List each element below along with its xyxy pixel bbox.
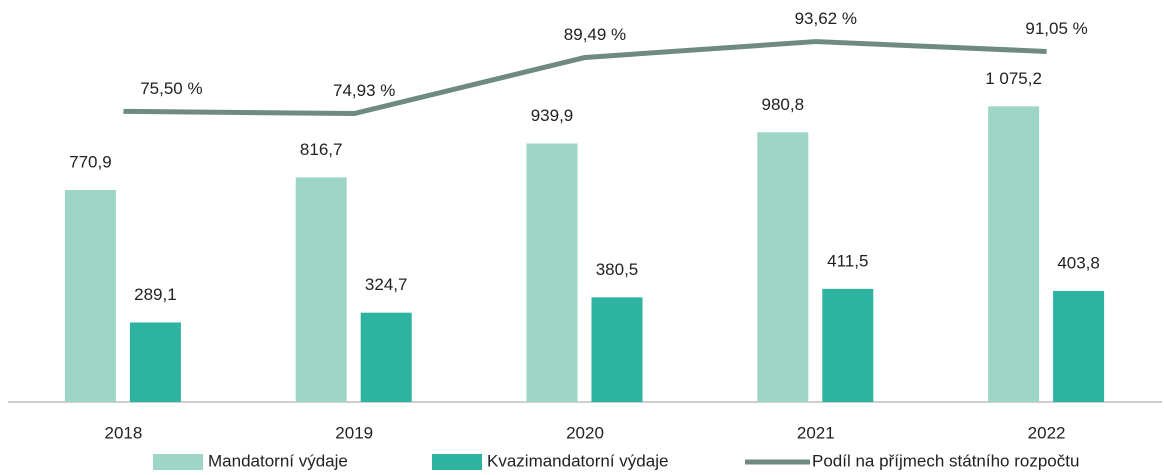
bar [757,132,809,402]
bar [822,288,874,402]
legend-label: Mandatorní výdaje [208,451,348,470]
legend-label: Kvazimandatorní výdaje [487,451,668,470]
bar [64,190,116,402]
bar [295,177,347,402]
data-label: 380,5 [596,260,639,279]
bar [129,322,181,402]
x-tick-label: 2018 [104,423,142,442]
data-label: 93,62 % [795,9,857,28]
legend-label: Podíl na příjmech státního rozpočtu [812,451,1079,470]
data-label: 89,49 % [564,25,626,44]
data-label: 289,1 [134,285,177,304]
x-tick-label: 2022 [1028,423,1066,442]
x-tick-label: 2019 [335,423,373,442]
data-label: 816,7 [300,140,343,159]
bar [526,143,578,402]
data-label: 324,7 [365,275,408,294]
data-label: 980,8 [762,95,805,114]
data-label: 74,93 % [333,81,395,100]
bar [1053,290,1105,402]
bar [988,106,1040,402]
data-label: 1 075,2 [985,69,1042,88]
bar [591,297,643,402]
data-label: 939,9 [531,106,574,125]
x-tick-label: 2021 [797,423,835,442]
data-label: 770,9 [69,152,112,171]
data-label: 403,8 [1057,253,1100,272]
data-label: 91,05 % [1025,19,1087,38]
x-tick-label: 2020 [566,423,604,442]
data-label: 411,5 [827,251,868,270]
legend-swatch [153,454,203,470]
bar [360,312,412,402]
legend-swatch [432,454,482,470]
data-label: 75,50 % [140,79,202,98]
line [123,39,1047,117]
